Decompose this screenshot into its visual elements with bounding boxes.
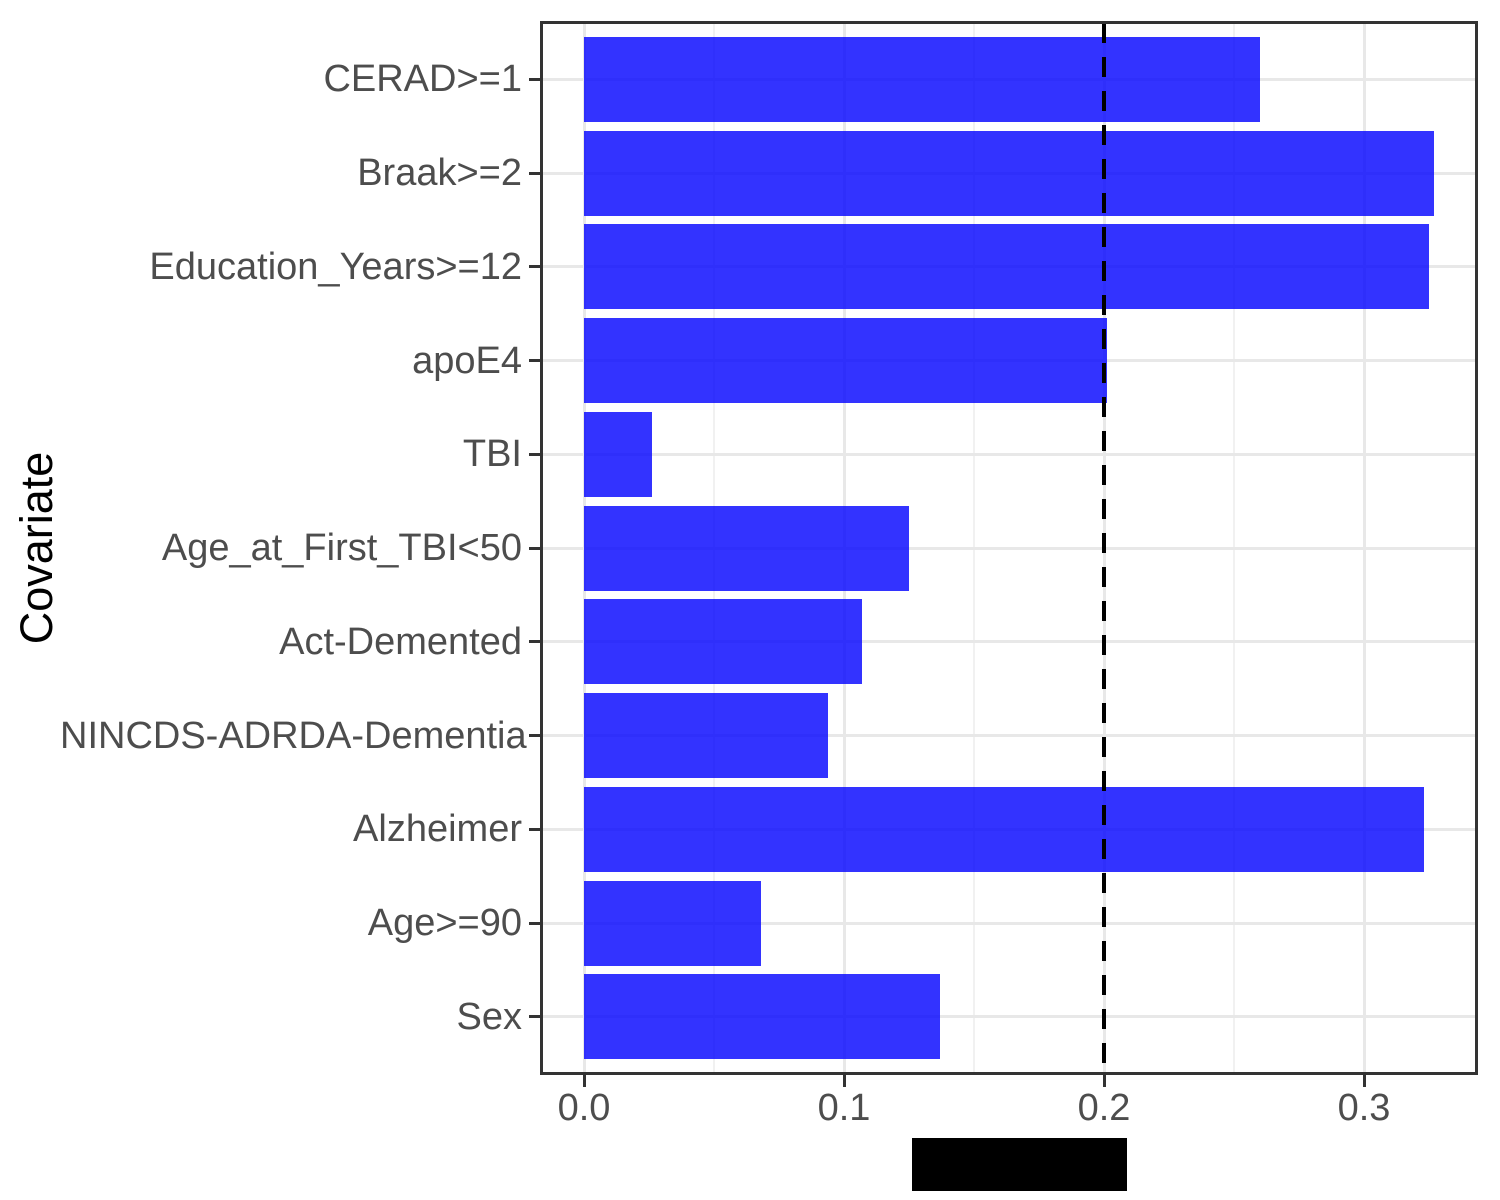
y-axis-label: Act-Demented xyxy=(279,620,522,663)
y-axis-label: Alzheimer xyxy=(353,808,522,851)
y-axis-label: TBI xyxy=(462,433,522,476)
y-tick-mark xyxy=(529,452,542,456)
y-tick-mark xyxy=(529,171,542,175)
row-gridline xyxy=(542,640,1476,644)
x-axis-tick-label: 0.2 xyxy=(1077,1087,1131,1129)
bar xyxy=(584,880,761,966)
reference-line-dashed xyxy=(1102,23,1106,1073)
y-tick-mark xyxy=(529,265,542,269)
row-gridline xyxy=(542,452,1476,456)
y-tick-mark xyxy=(529,77,542,81)
x-tick-mark xyxy=(842,1073,846,1087)
row-gridline xyxy=(542,1015,1476,1019)
x-axis-title-redaction-box xyxy=(912,1138,1127,1191)
bar xyxy=(584,693,829,778)
y-tick-mark xyxy=(529,921,542,925)
y-axis-label: NINCDS-ADRDA-Dementia xyxy=(60,714,527,757)
y-tick-mark xyxy=(529,734,542,737)
y-axis-label: CERAD>=1 xyxy=(323,58,522,101)
bar xyxy=(584,505,909,591)
y-axis-title: Covariate xyxy=(11,451,62,645)
x-tick-mark xyxy=(582,1073,586,1087)
bar xyxy=(584,599,863,685)
bar xyxy=(584,224,1429,310)
bar xyxy=(584,786,1424,872)
y-tick-mark xyxy=(529,640,542,644)
row-gridline xyxy=(542,734,1476,737)
y-tick-mark xyxy=(529,546,542,550)
x-tick-mark xyxy=(1102,1073,1106,1087)
bar xyxy=(584,36,1260,122)
x-axis-tick-label: 0.3 xyxy=(1337,1087,1391,1129)
y-tick-mark xyxy=(529,827,542,831)
y-axis-label: Age>=90 xyxy=(367,902,522,944)
y-axis-label: Education_Years>=12 xyxy=(149,245,522,288)
x-axis-tick-label: 0.1 xyxy=(817,1087,871,1129)
y-tick-mark xyxy=(529,359,542,362)
row-gridline xyxy=(542,546,1476,550)
y-axis-label: Sex xyxy=(456,995,522,1038)
y-axis-label: Braak>=2 xyxy=(357,152,522,194)
bar xyxy=(584,130,1435,216)
y-axis-label: apoE4 xyxy=(412,339,522,382)
plot-panel xyxy=(540,21,1478,1075)
row-gridline xyxy=(542,921,1476,925)
bar xyxy=(584,974,941,1060)
bar xyxy=(584,411,652,497)
bar xyxy=(584,318,1107,403)
x-tick-mark xyxy=(1362,1073,1366,1087)
y-tick-mark xyxy=(529,1015,542,1019)
y-axis-label: Age_at_First_TBI<50 xyxy=(161,527,522,569)
x-axis-tick-label: 0.0 xyxy=(557,1087,611,1129)
